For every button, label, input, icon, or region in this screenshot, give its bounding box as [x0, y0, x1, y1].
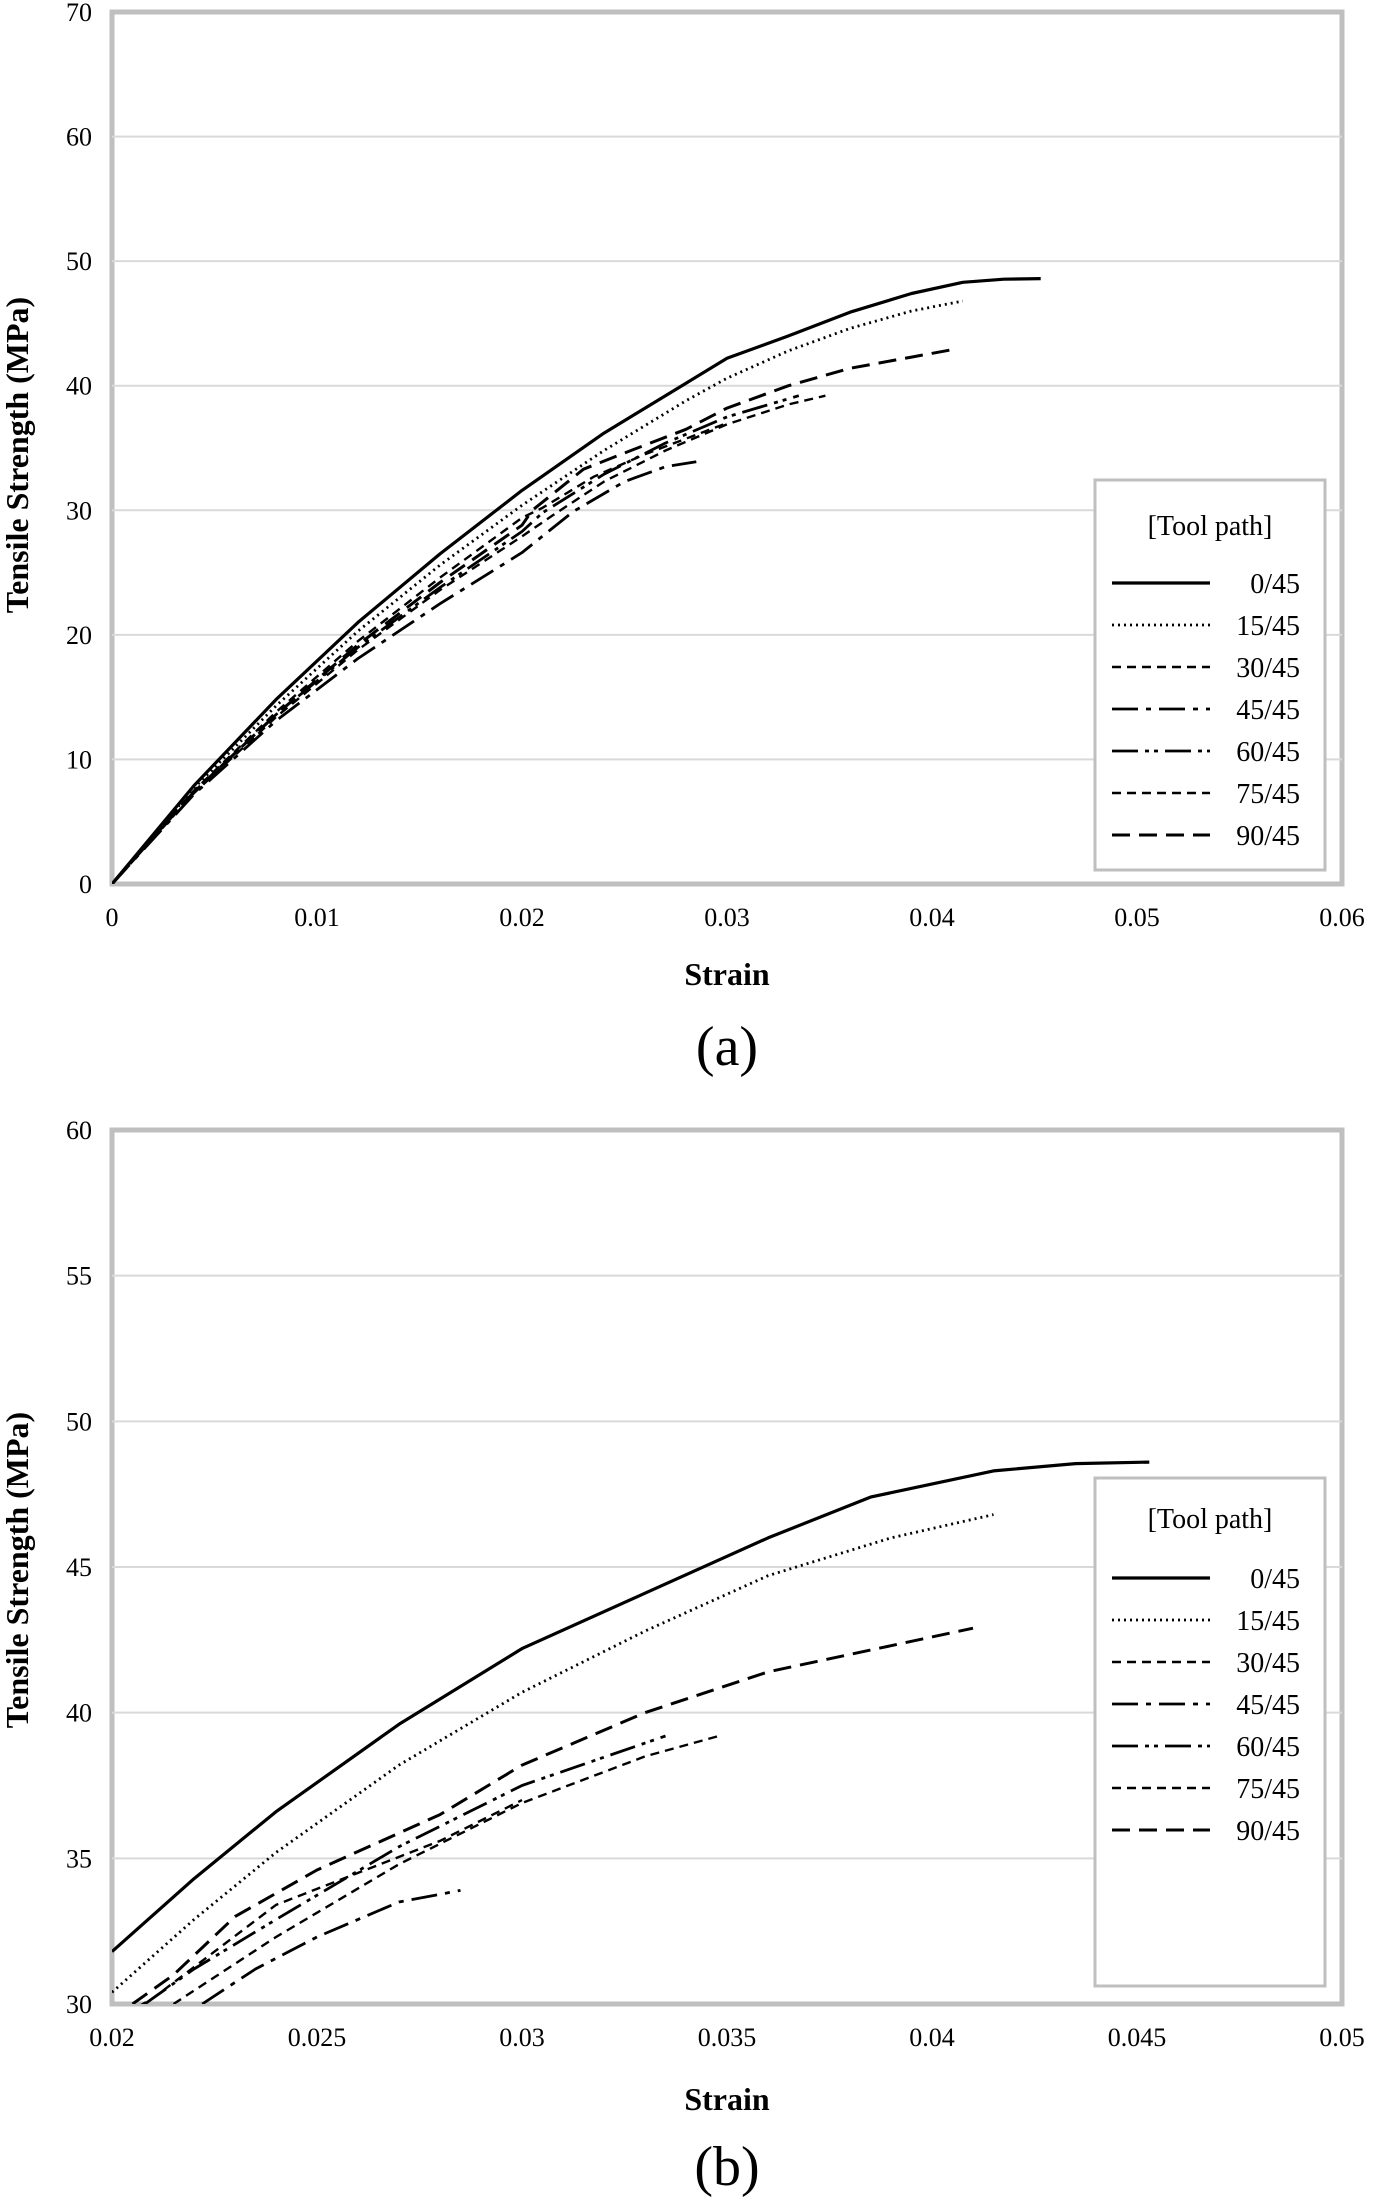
- y-tick-label: 50: [66, 1407, 92, 1436]
- legend: [Tool path] 0/45 15/45 30/45 45/45 60/45 75/4…: [1093, 478, 1327, 872]
- x-tick-label: 0.05: [1114, 903, 1160, 932]
- legend-items: 0/45 15/45 30/45 45/45 60/45 75/45 90/45: [1112, 569, 1300, 852]
- legend-label: 30/45: [1236, 653, 1300, 684]
- series-group: [112, 277, 1041, 884]
- y-tick-label: 30: [66, 496, 92, 525]
- series-group: [112, 1460, 1150, 2004]
- legend: [Tool path] 0/45 15/45 30/45 45/45 60/45 75/4…: [1093, 1476, 1327, 1988]
- x-tick-label: 0.035: [698, 2023, 757, 2052]
- series-line-90-45: [131, 1626, 974, 2004]
- y-tick-label: 35: [66, 1844, 92, 1873]
- legend-box: [1093, 1476, 1327, 1988]
- x-tick-label: 0: [106, 903, 119, 932]
- y-tick-label: 40: [66, 1699, 92, 1728]
- series-line-0-45: [112, 277, 1041, 884]
- series-line-75-45: [140, 1799, 523, 2004]
- series-line-60-45: [143, 1734, 666, 2004]
- legend-label: 75/45: [1236, 779, 1300, 810]
- panel-label: (a): [696, 1016, 758, 1078]
- legend-label: 15/45: [1236, 1606, 1300, 1637]
- legend-label: 15/45: [1236, 611, 1300, 642]
- x-tick-label: 0.025: [288, 2023, 347, 2052]
- y-tick-label: 30: [66, 1990, 92, 2019]
- series-line-30-45: [112, 394, 826, 884]
- x-tick-label: 0.03: [704, 903, 750, 932]
- series-line-60-45: [112, 394, 800, 884]
- legend-label: 60/45: [1236, 1732, 1300, 1763]
- legend-label: 0/45: [1250, 569, 1300, 600]
- series-line-75-45: [112, 421, 728, 884]
- x-axis-label: Strain: [684, 956, 770, 992]
- x-tick-label: 0.045: [1108, 2023, 1167, 2052]
- legend-label: 45/45: [1236, 1690, 1300, 1721]
- y-tick-label: 20: [66, 621, 92, 650]
- x-tick-label: 0.02: [89, 2023, 135, 2052]
- panel-label: (b): [694, 2136, 759, 2198]
- series-line-45-45: [201, 1889, 461, 2004]
- legend-label: 75/45: [1236, 1774, 1300, 1805]
- x-tick-label: 0.02: [499, 903, 545, 932]
- y-tick-label: 0: [79, 870, 92, 899]
- series-line-90-45: [112, 348, 953, 884]
- legend-label: 90/45: [1236, 821, 1300, 852]
- x-tick-label: 0.04: [909, 2023, 955, 2052]
- x-tick-label: 0.06: [1319, 903, 1365, 932]
- y-tick-label: 55: [66, 1262, 92, 1291]
- legend-title: [Tool path]: [1148, 511, 1273, 542]
- series-line-15-45: [112, 1513, 994, 1994]
- legend-label: 45/45: [1236, 695, 1300, 726]
- legend-items: 0/45 15/45 30/45 45/45 60/45 75/45 90/45: [1112, 1564, 1300, 1847]
- y-axis-label: Tensile Strength (MPa): [0, 1412, 35, 1728]
- y-tick-labels: 0 10 20 30 40 50 60 70: [66, 0, 92, 899]
- legend-title: [Tool path]: [1148, 1504, 1273, 1535]
- legend-label: 30/45: [1236, 1648, 1300, 1679]
- legend-label: 0/45: [1250, 1564, 1300, 1595]
- y-tick-label: 60: [66, 123, 92, 152]
- x-tick-label: 0.03: [499, 2023, 545, 2052]
- chart-panel-a: 0 0.01 0.02 0.03 0.04 0.05 0.06 0 10 20 30 40 50 60 7…: [0, 0, 1365, 1078]
- y-tick-labels: 30 35 40 45 50 55 60: [66, 1116, 92, 2019]
- x-tick-labels: 0.02 0.025 0.03 0.035 0.04 0.045 0.05: [89, 2023, 1365, 2052]
- legend-box: [1093, 478, 1327, 872]
- y-tick-label: 10: [66, 745, 92, 774]
- x-tick-label: 0.05: [1319, 2023, 1365, 2052]
- series-line-0-45: [112, 1460, 1150, 1953]
- legend-label: 60/45: [1236, 737, 1300, 768]
- x-tick-label: 0.01: [294, 903, 340, 932]
- y-axis-label: Tensile Strength (MPa): [0, 297, 35, 613]
- y-tick-label: 70: [66, 0, 92, 27]
- series-line-45-45: [112, 460, 697, 884]
- x-tick-label: 0.04: [909, 903, 955, 932]
- y-tick-label: 45: [66, 1553, 92, 1582]
- y-tick-label: 50: [66, 247, 92, 276]
- legend-label: 90/45: [1236, 1816, 1300, 1847]
- series-line-30-45: [172, 1734, 720, 2004]
- y-tick-label: 60: [66, 1116, 92, 1145]
- x-axis-label: Strain: [684, 2081, 770, 2117]
- chart-panel-b: 0.02 0.025 0.03 0.035 0.04 0.045 0.05 30 35 40 45…: [0, 1116, 1365, 2198]
- y-tick-label: 40: [66, 372, 92, 401]
- x-tick-labels: 0 0.01 0.02 0.03 0.04 0.05 0.06: [106, 903, 1365, 932]
